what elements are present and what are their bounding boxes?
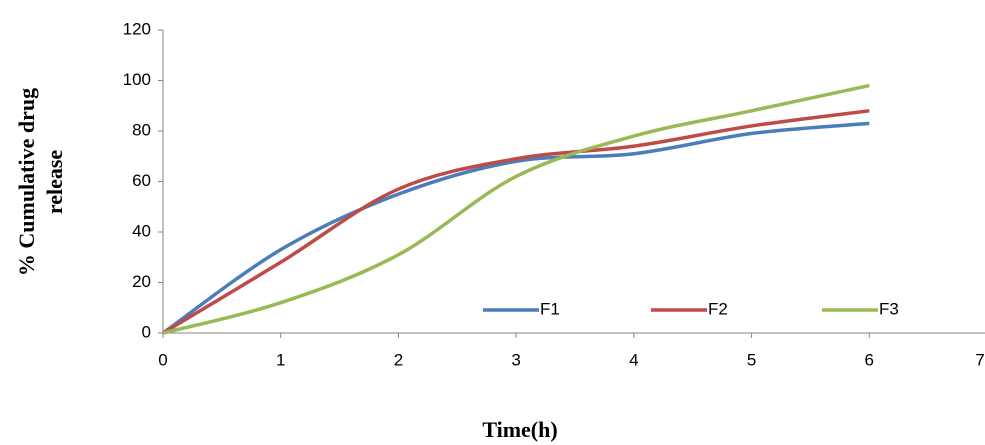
y-tick-label: 80: [132, 120, 151, 139]
x-tick-label: 1: [276, 350, 285, 369]
y-tick-label: 20: [132, 272, 151, 291]
x-tick-label: 7: [975, 350, 984, 369]
x-tick-label: 3: [511, 350, 520, 369]
y-tick-label: 120: [123, 19, 151, 38]
x-tick-label: 2: [394, 350, 403, 369]
chart: Time(h) % Cumulative drug release 020406…: [0, 0, 985, 445]
page: {"chart_data": {"type": "line", "xlabel"…: [0, 0, 985, 445]
y-axis-title: % Cumulative drug release: [14, 88, 67, 276]
series-line: [163, 123, 869, 333]
x-tick-label: 0: [158, 350, 167, 369]
y-axis-title-line: release: [42, 150, 67, 215]
y-tick-label: 40: [132, 221, 151, 240]
x-tick-label: 6: [865, 350, 874, 369]
y-tick-label: 60: [132, 171, 151, 190]
y-axis-title-line: % Cumulative drug: [14, 88, 39, 276]
x-tick-label: 5: [747, 350, 756, 369]
y-tick-label: 0: [142, 322, 151, 341]
x-axis-title: Time(h): [482, 417, 557, 442]
legend-label: F1: [540, 299, 560, 318]
legend-label: F2: [708, 299, 728, 318]
y-tick-label: 100: [123, 70, 151, 89]
x-tick-label: 4: [629, 350, 638, 369]
series-line: [163, 111, 869, 333]
legend-label: F3: [879, 299, 899, 318]
